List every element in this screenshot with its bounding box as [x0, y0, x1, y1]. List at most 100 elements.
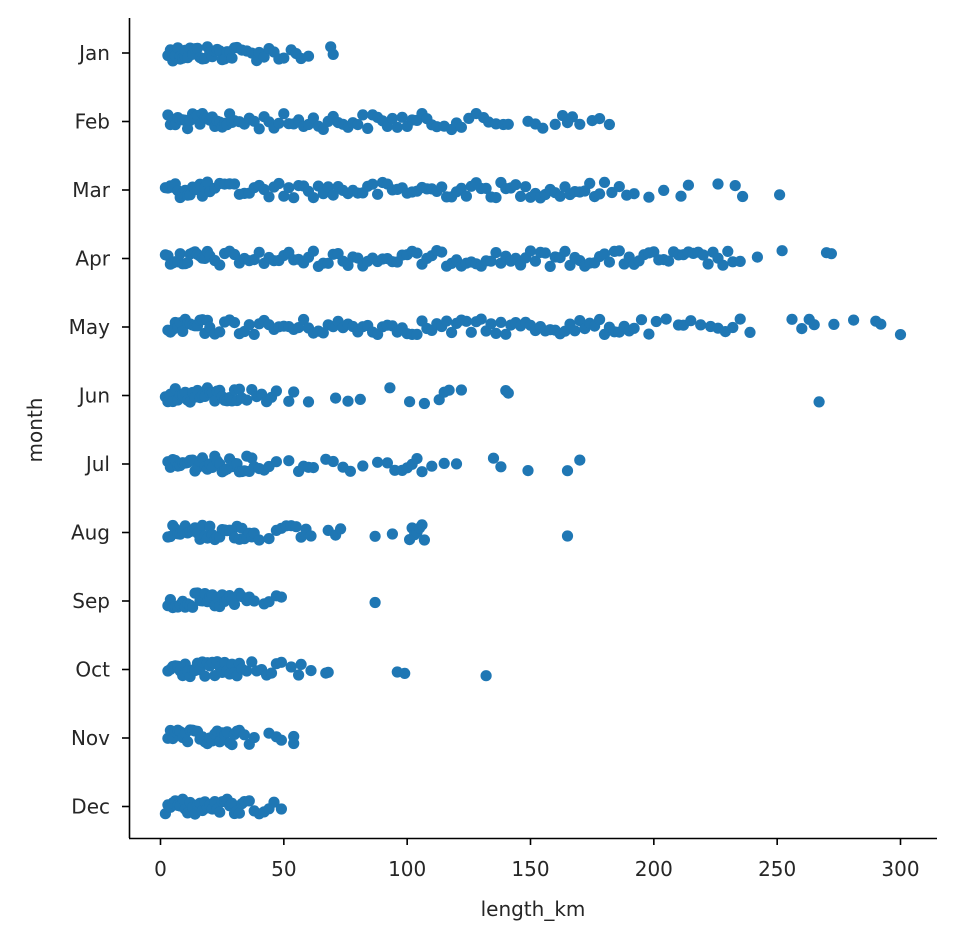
data-point-sep — [228, 598, 241, 611]
data-point-jul — [561, 465, 574, 477]
y-tick-label-sep: Sep — [72, 589, 110, 613]
data-point-mar — [327, 189, 339, 201]
data-point-sep — [248, 595, 260, 607]
data-point-mar — [613, 181, 625, 193]
data-point-feb — [594, 113, 606, 125]
data-point-mar — [643, 191, 655, 203]
data-point-may — [734, 313, 746, 325]
data-point-may — [177, 325, 189, 337]
data-point-oct — [322, 666, 334, 678]
data-point-apr — [307, 245, 319, 257]
data-point-may — [808, 319, 820, 331]
data-point-apr — [613, 245, 625, 257]
data-point-apr — [228, 248, 241, 261]
data-point-may — [695, 319, 707, 331]
data-point-apr — [182, 257, 194, 269]
data-point-jun — [288, 386, 300, 398]
data-point-jul — [487, 452, 500, 464]
data-point-jan — [302, 50, 315, 62]
data-point-aug — [416, 519, 428, 531]
data-point-may — [243, 319, 255, 331]
y-tick-label-dec: Dec — [71, 795, 110, 819]
data-point-aug — [305, 530, 317, 542]
data-point-may — [744, 326, 756, 338]
data-point-feb — [357, 109, 369, 121]
y-tick-label-nov: Nov — [71, 726, 110, 750]
data-point-feb — [396, 111, 408, 123]
data-point-aug — [204, 520, 216, 532]
y-axis-label: month — [23, 398, 47, 463]
data-point-nov — [248, 732, 260, 744]
data-point-mar — [594, 188, 606, 200]
data-point-aug — [290, 521, 302, 533]
data-point-may — [293, 322, 305, 334]
data-point-may — [569, 325, 581, 337]
data-point-may — [875, 318, 887, 330]
data-point-jun — [404, 396, 416, 408]
x-tick-label: 300 — [881, 857, 919, 881]
data-point-mar — [520, 181, 532, 193]
data-point-jul — [381, 457, 393, 469]
data-point-mar — [263, 191, 275, 203]
data-point-mar — [675, 190, 687, 202]
data-point-apr — [722, 245, 734, 257]
data-point-jul — [196, 452, 208, 464]
data-point-jan — [278, 52, 290, 64]
data-point-mar — [628, 188, 640, 200]
data-point-mar — [682, 179, 695, 191]
data-point-nov — [275, 734, 287, 746]
data-point-mar — [436, 181, 448, 193]
data-point-jul — [327, 455, 339, 468]
data-point-apr — [776, 245, 788, 257]
x-axis-label: length_km — [481, 897, 586, 921]
data-point-mar — [460, 190, 472, 202]
y-tick-label-apr: Apr — [75, 247, 110, 271]
data-point-feb — [391, 121, 403, 133]
data-point-feb — [574, 118, 586, 130]
data-point-mar — [307, 192, 319, 204]
x-tick-label: 200 — [635, 857, 673, 881]
data-point-mar — [554, 190, 566, 202]
data-point-mar — [737, 190, 749, 203]
data-point-jan — [327, 48, 339, 61]
data-point-mar — [273, 177, 285, 190]
data-point-jun — [283, 395, 295, 407]
data-point-dec — [275, 803, 287, 815]
data-point-jun — [455, 384, 467, 396]
x-axis-ticks: 0 50 100 150 200 250 300 — [154, 838, 920, 881]
x-tick-label: 250 — [758, 857, 796, 881]
data-point-may — [298, 313, 310, 326]
y-tick-label-jul: Jul — [84, 452, 110, 476]
data-point-may — [411, 328, 423, 340]
data-point-may — [848, 314, 860, 326]
data-point-aug — [561, 530, 574, 542]
data-point-jul — [246, 452, 258, 464]
data-point-apr — [825, 248, 838, 260]
data-point-nov — [288, 730, 300, 743]
data-point-may — [650, 315, 662, 328]
data-point-jan — [258, 51, 270, 63]
data-point-apr — [322, 257, 334, 269]
data-point-may — [594, 313, 606, 326]
y-tick-label-may: May — [69, 315, 111, 339]
data-point-may — [485, 318, 497, 330]
data-point-mar — [515, 190, 527, 202]
y-tick-label-mar: Mar — [72, 178, 111, 202]
x-tick-label: 150 — [511, 857, 549, 881]
data-point-sep — [187, 601, 199, 613]
y-tick-label-aug: Aug — [71, 521, 110, 545]
data-point-oct — [246, 656, 258, 668]
y-axis-ticks: Jan Feb Mar Apr May Jun Jul Aug Sep Oct Nov Dec — [69, 41, 129, 819]
data-point-may — [660, 313, 672, 325]
data-point-jul — [426, 460, 438, 472]
data-point-aug — [369, 530, 381, 542]
data-point-apr — [524, 245, 537, 257]
data-point-jul — [495, 461, 507, 473]
data-point-sep — [275, 591, 287, 603]
x-tick-label: 50 — [271, 857, 296, 881]
data-point-mar — [372, 188, 384, 200]
y-tick-label-feb: Feb — [75, 110, 110, 134]
x-tick-label: 100 — [388, 857, 426, 881]
data-point-may — [628, 322, 640, 334]
